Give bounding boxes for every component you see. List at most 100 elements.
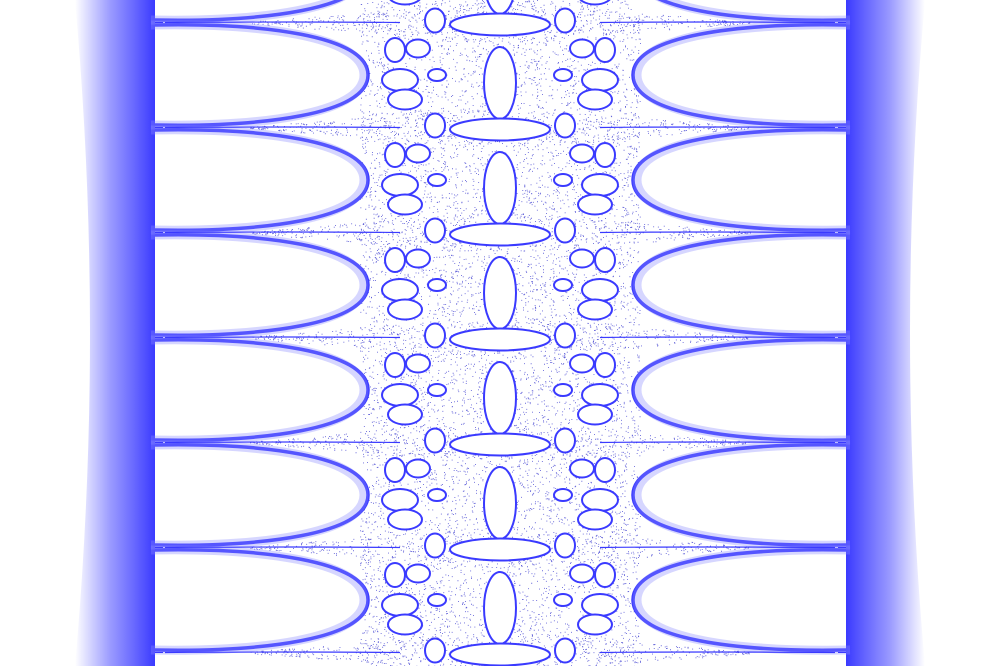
petal [581, 488, 619, 512]
center-wide-oval [449, 222, 551, 247]
petal [577, 88, 613, 111]
right-filament [599, 21, 836, 24]
left-band [75, 0, 155, 666]
left-filament [164, 21, 401, 24]
center-wide-oval [449, 642, 551, 666]
center-column [381, 0, 619, 666]
petal [424, 7, 446, 34]
left-lobe-glow [150, 20, 369, 130]
left-lobe [154, 443, 370, 547]
petal [387, 508, 423, 531]
petal [553, 383, 573, 397]
right-filament [599, 336, 836, 339]
petal [384, 457, 406, 483]
petal [577, 508, 613, 531]
petal [381, 488, 419, 512]
petal [405, 248, 431, 269]
petal [381, 173, 419, 197]
left-lobe [154, 0, 344, 22]
center-capsule [483, 361, 517, 435]
petal [569, 38, 595, 59]
petal [381, 593, 419, 617]
center-capsule [483, 151, 517, 225]
right-lobe-glow [632, 440, 851, 550]
petal [577, 298, 613, 321]
center-capsule [483, 256, 517, 330]
petal [387, 298, 423, 321]
petal [427, 68, 447, 82]
petal [581, 593, 619, 617]
side-lobes [150, 0, 851, 655]
left-filament [164, 441, 401, 444]
petal [427, 173, 447, 187]
left-lobe-glow [150, 335, 369, 445]
petal [427, 488, 447, 502]
petal [594, 457, 616, 483]
right-lobe-glow [632, 230, 851, 340]
left-lobe-glow [150, 230, 369, 340]
petal [594, 562, 616, 588]
petal [405, 563, 431, 584]
right-lobe [631, 338, 847, 442]
petal [554, 112, 576, 139]
petal [569, 563, 595, 584]
left-lobe [154, 128, 370, 232]
petal [384, 142, 406, 168]
petal [594, 142, 616, 168]
left-filament [164, 231, 401, 234]
petal [554, 427, 576, 454]
center-wide-oval [449, 327, 551, 352]
left-filament [164, 651, 401, 654]
petal [553, 488, 573, 502]
right-filament [599, 126, 836, 129]
petal [424, 322, 446, 349]
right-lobe [631, 23, 847, 127]
center-capsule [483, 571, 517, 645]
petal [594, 37, 616, 63]
petal [577, 193, 613, 216]
petal [553, 173, 573, 187]
petal [384, 562, 406, 588]
petal [424, 112, 446, 139]
right-lobe [631, 233, 847, 337]
petal [384, 37, 406, 63]
left-filament [164, 126, 401, 129]
right-lobe [657, 0, 847, 22]
petal [427, 278, 447, 292]
petal [381, 278, 419, 302]
left-lobe [154, 233, 370, 337]
right-lobe [631, 548, 847, 652]
petal [577, 403, 613, 426]
petal [553, 593, 573, 607]
right-filament [599, 651, 836, 654]
petal [387, 193, 423, 216]
left-lobe [154, 23, 370, 127]
petal [405, 38, 431, 59]
petal [427, 383, 447, 397]
left-lobe [154, 338, 370, 442]
left-lobe-glow [150, 545, 369, 655]
center-capsule [483, 46, 517, 120]
petal [405, 458, 431, 479]
petal [424, 637, 446, 664]
right-lobe [631, 443, 847, 547]
center-wide-oval [449, 117, 551, 142]
right-filament [599, 546, 836, 549]
right-lobe-glow [632, 125, 851, 235]
petal [405, 353, 431, 374]
petal [569, 458, 595, 479]
petal [389, 0, 421, 6]
left-lobe-glow [150, 125, 369, 235]
right-lobe-glow [655, 0, 851, 25]
right-filament [599, 441, 836, 444]
center-wide-oval [449, 12, 551, 37]
left-filament [164, 336, 401, 339]
center-wide-oval [449, 537, 551, 562]
petal [427, 593, 447, 607]
right-lobe [631, 128, 847, 232]
petal [405, 143, 431, 164]
right-lobe-glow [632, 545, 851, 655]
right-band [846, 0, 925, 666]
petal [424, 532, 446, 559]
petal [384, 247, 406, 273]
